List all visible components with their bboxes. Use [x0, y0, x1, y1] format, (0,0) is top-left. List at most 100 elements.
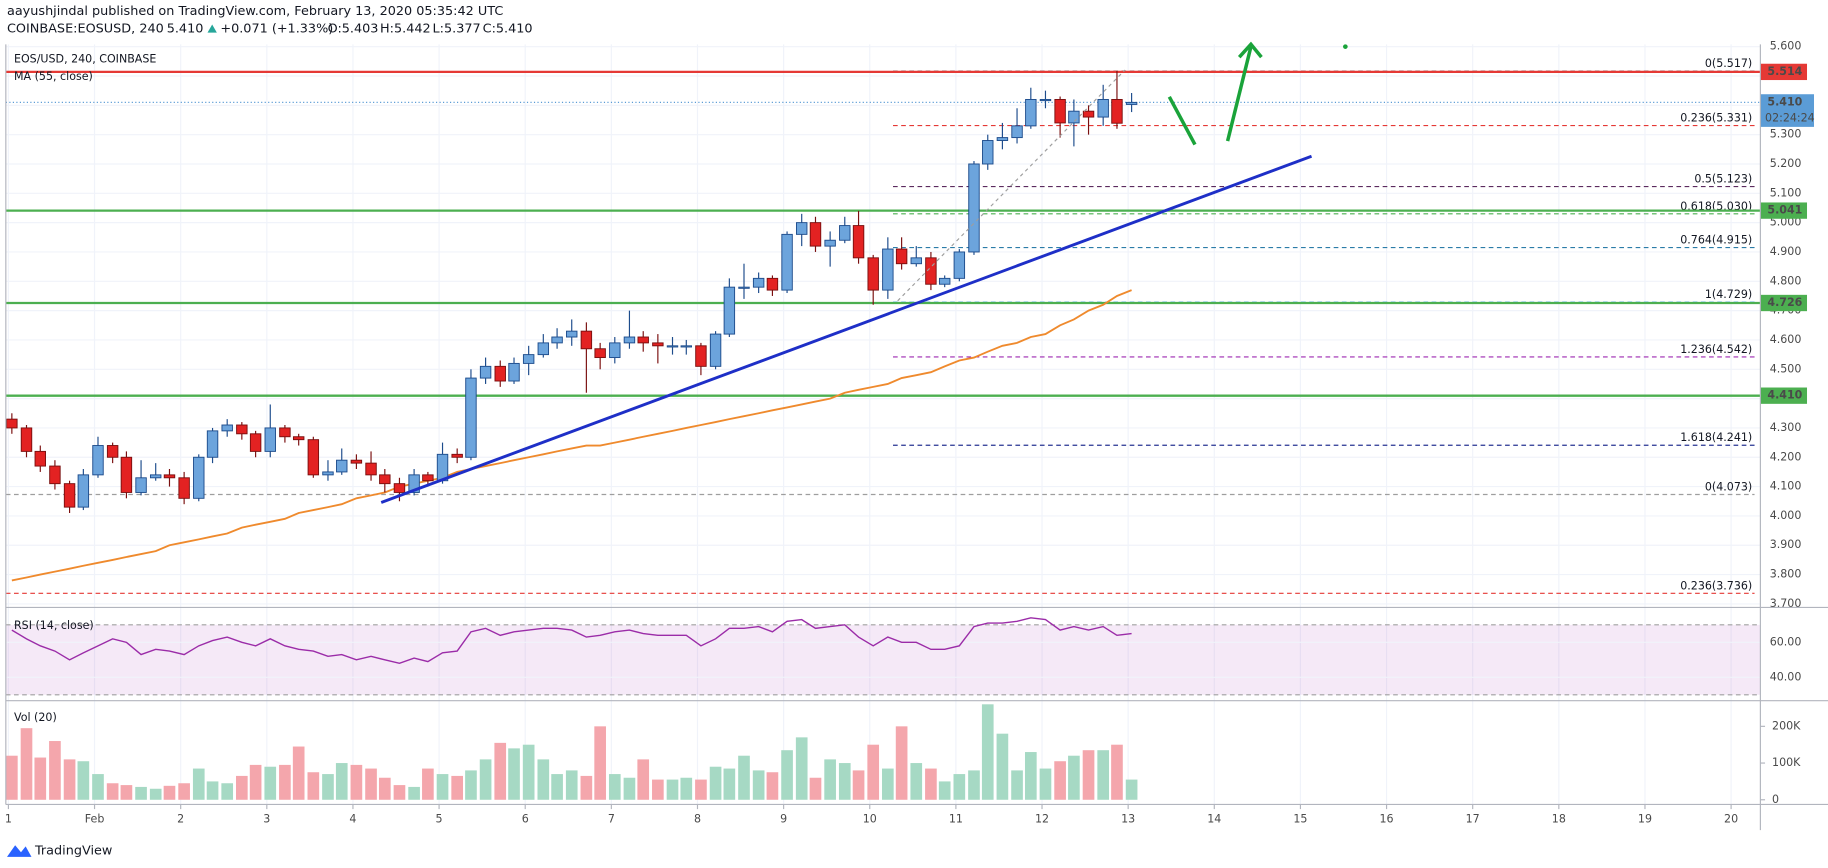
level-tag	[1760, 387, 1808, 404]
volume-bar	[508, 748, 520, 800]
candle-body	[809, 222, 822, 247]
volume-bar	[422, 768, 434, 800]
candle-body	[609, 342, 621, 359]
volume-bar	[465, 770, 477, 800]
candle-body	[695, 345, 707, 367]
x-tick-label: 20	[1724, 813, 1738, 826]
volume-bar	[652, 779, 664, 800]
x-tick-label: 10	[863, 813, 877, 826]
x-tick-label: 5	[436, 813, 443, 826]
volume-bar	[795, 737, 808, 800]
candle-body	[336, 459, 348, 473]
volume-bar	[264, 766, 277, 800]
volume-bar	[925, 768, 937, 800]
candle-body	[738, 286, 750, 289]
candle-body	[307, 439, 320, 476]
volume-bar	[120, 785, 133, 800]
candle-body	[1025, 98, 1037, 127]
change: +0.071 (+1.33%)	[220, 22, 333, 37]
volume-bar	[494, 742, 507, 800]
volume-bar	[752, 770, 765, 800]
volume-bar	[63, 759, 76, 800]
volume-bar	[852, 770, 865, 800]
volume-bar	[451, 775, 464, 800]
y-tick-label: 3.800	[1770, 568, 1802, 581]
x-tick-label: 7	[608, 813, 615, 826]
fib-label: 1.236(4.542)	[1680, 343, 1752, 356]
volume-bar	[781, 750, 793, 800]
x-tick-label: 1	[5, 813, 12, 826]
y-tick-label: 5.100	[1770, 186, 1802, 199]
volume-bar	[192, 768, 205, 800]
volume-bar	[551, 774, 563, 800]
volume-bar	[580, 775, 593, 800]
volume-bar	[1011, 770, 1023, 800]
pane-title: EOS/USD, 240, COINBASE	[14, 52, 156, 65]
volume-bar	[968, 770, 980, 800]
candle-body	[508, 362, 520, 382]
candle-body	[365, 462, 377, 476]
y-tick-label: 4.900	[1770, 245, 1802, 258]
candle-body	[982, 140, 994, 165]
x-tick-label: 18	[1552, 813, 1566, 826]
candle-body	[522, 354, 535, 364]
candle-body	[479, 365, 492, 379]
ma-legend: MA (55, close)	[14, 70, 93, 83]
candle-body	[106, 445, 119, 458]
volume-bar	[1125, 779, 1138, 800]
candle-body	[49, 465, 61, 485]
author-line: aayushjindal published on TradingView.co…	[7, 4, 503, 19]
candle-body	[1097, 98, 1109, 118]
fib-label: 0(5.517)	[1705, 57, 1752, 70]
candle-body	[379, 474, 391, 485]
volume-bar	[766, 772, 779, 800]
candle-body	[723, 286, 736, 335]
y-tick-label: 5.200	[1770, 157, 1802, 170]
candle-body	[910, 257, 922, 265]
candle-body	[322, 471, 334, 476]
candle-body	[393, 483, 406, 493]
candle-body	[451, 453, 463, 458]
volume-bar	[149, 788, 162, 800]
candle-body	[1054, 98, 1066, 124]
candle-body	[1125, 101, 1138, 105]
x-tick-label: 17	[1466, 813, 1480, 826]
volume-bar	[479, 759, 492, 800]
candle-body	[580, 330, 593, 350]
countdown: 02:24:24	[1765, 112, 1815, 125]
ohlc-close: C:5.410	[483, 22, 533, 37]
green-arrow	[1225, 46, 1253, 142]
candle-body	[236, 424, 248, 435]
candle-body	[279, 427, 291, 438]
candle-body	[34, 450, 46, 467]
level-tag	[1760, 202, 1808, 219]
volume-bar	[1111, 744, 1123, 800]
candle-body	[77, 474, 90, 508]
volume-bar	[824, 759, 836, 800]
volume-legend: Vol (20)	[14, 711, 57, 724]
volume-bar	[221, 783, 234, 800]
candle-body	[867, 257, 879, 291]
candle-body	[594, 348, 606, 359]
candle-body	[781, 233, 793, 291]
x-tick-label: 2	[177, 813, 184, 826]
candle-body	[537, 342, 550, 356]
fib-label: 1(4.729)	[1705, 288, 1752, 301]
volume-bar	[206, 781, 219, 800]
volume-tick-label: 200K	[1772, 719, 1801, 732]
candle-body	[824, 239, 836, 247]
level-tag-label: 5.514	[1767, 65, 1802, 78]
y-tick-label: 5.000	[1770, 216, 1802, 229]
candle-body	[623, 336, 636, 344]
candle-body	[264, 427, 276, 452]
y-tick-label: 4.500	[1770, 362, 1802, 375]
last-price-tag	[1760, 94, 1815, 127]
y-tick-label: 4.100	[1770, 480, 1802, 493]
y-tick-label: 4.000	[1770, 509, 1802, 522]
volume-bar	[953, 774, 966, 800]
volume-bar	[882, 768, 894, 800]
x-tick-label: 13	[1121, 813, 1135, 826]
x-tick-label: 6	[522, 813, 529, 826]
candle-body	[465, 377, 477, 458]
